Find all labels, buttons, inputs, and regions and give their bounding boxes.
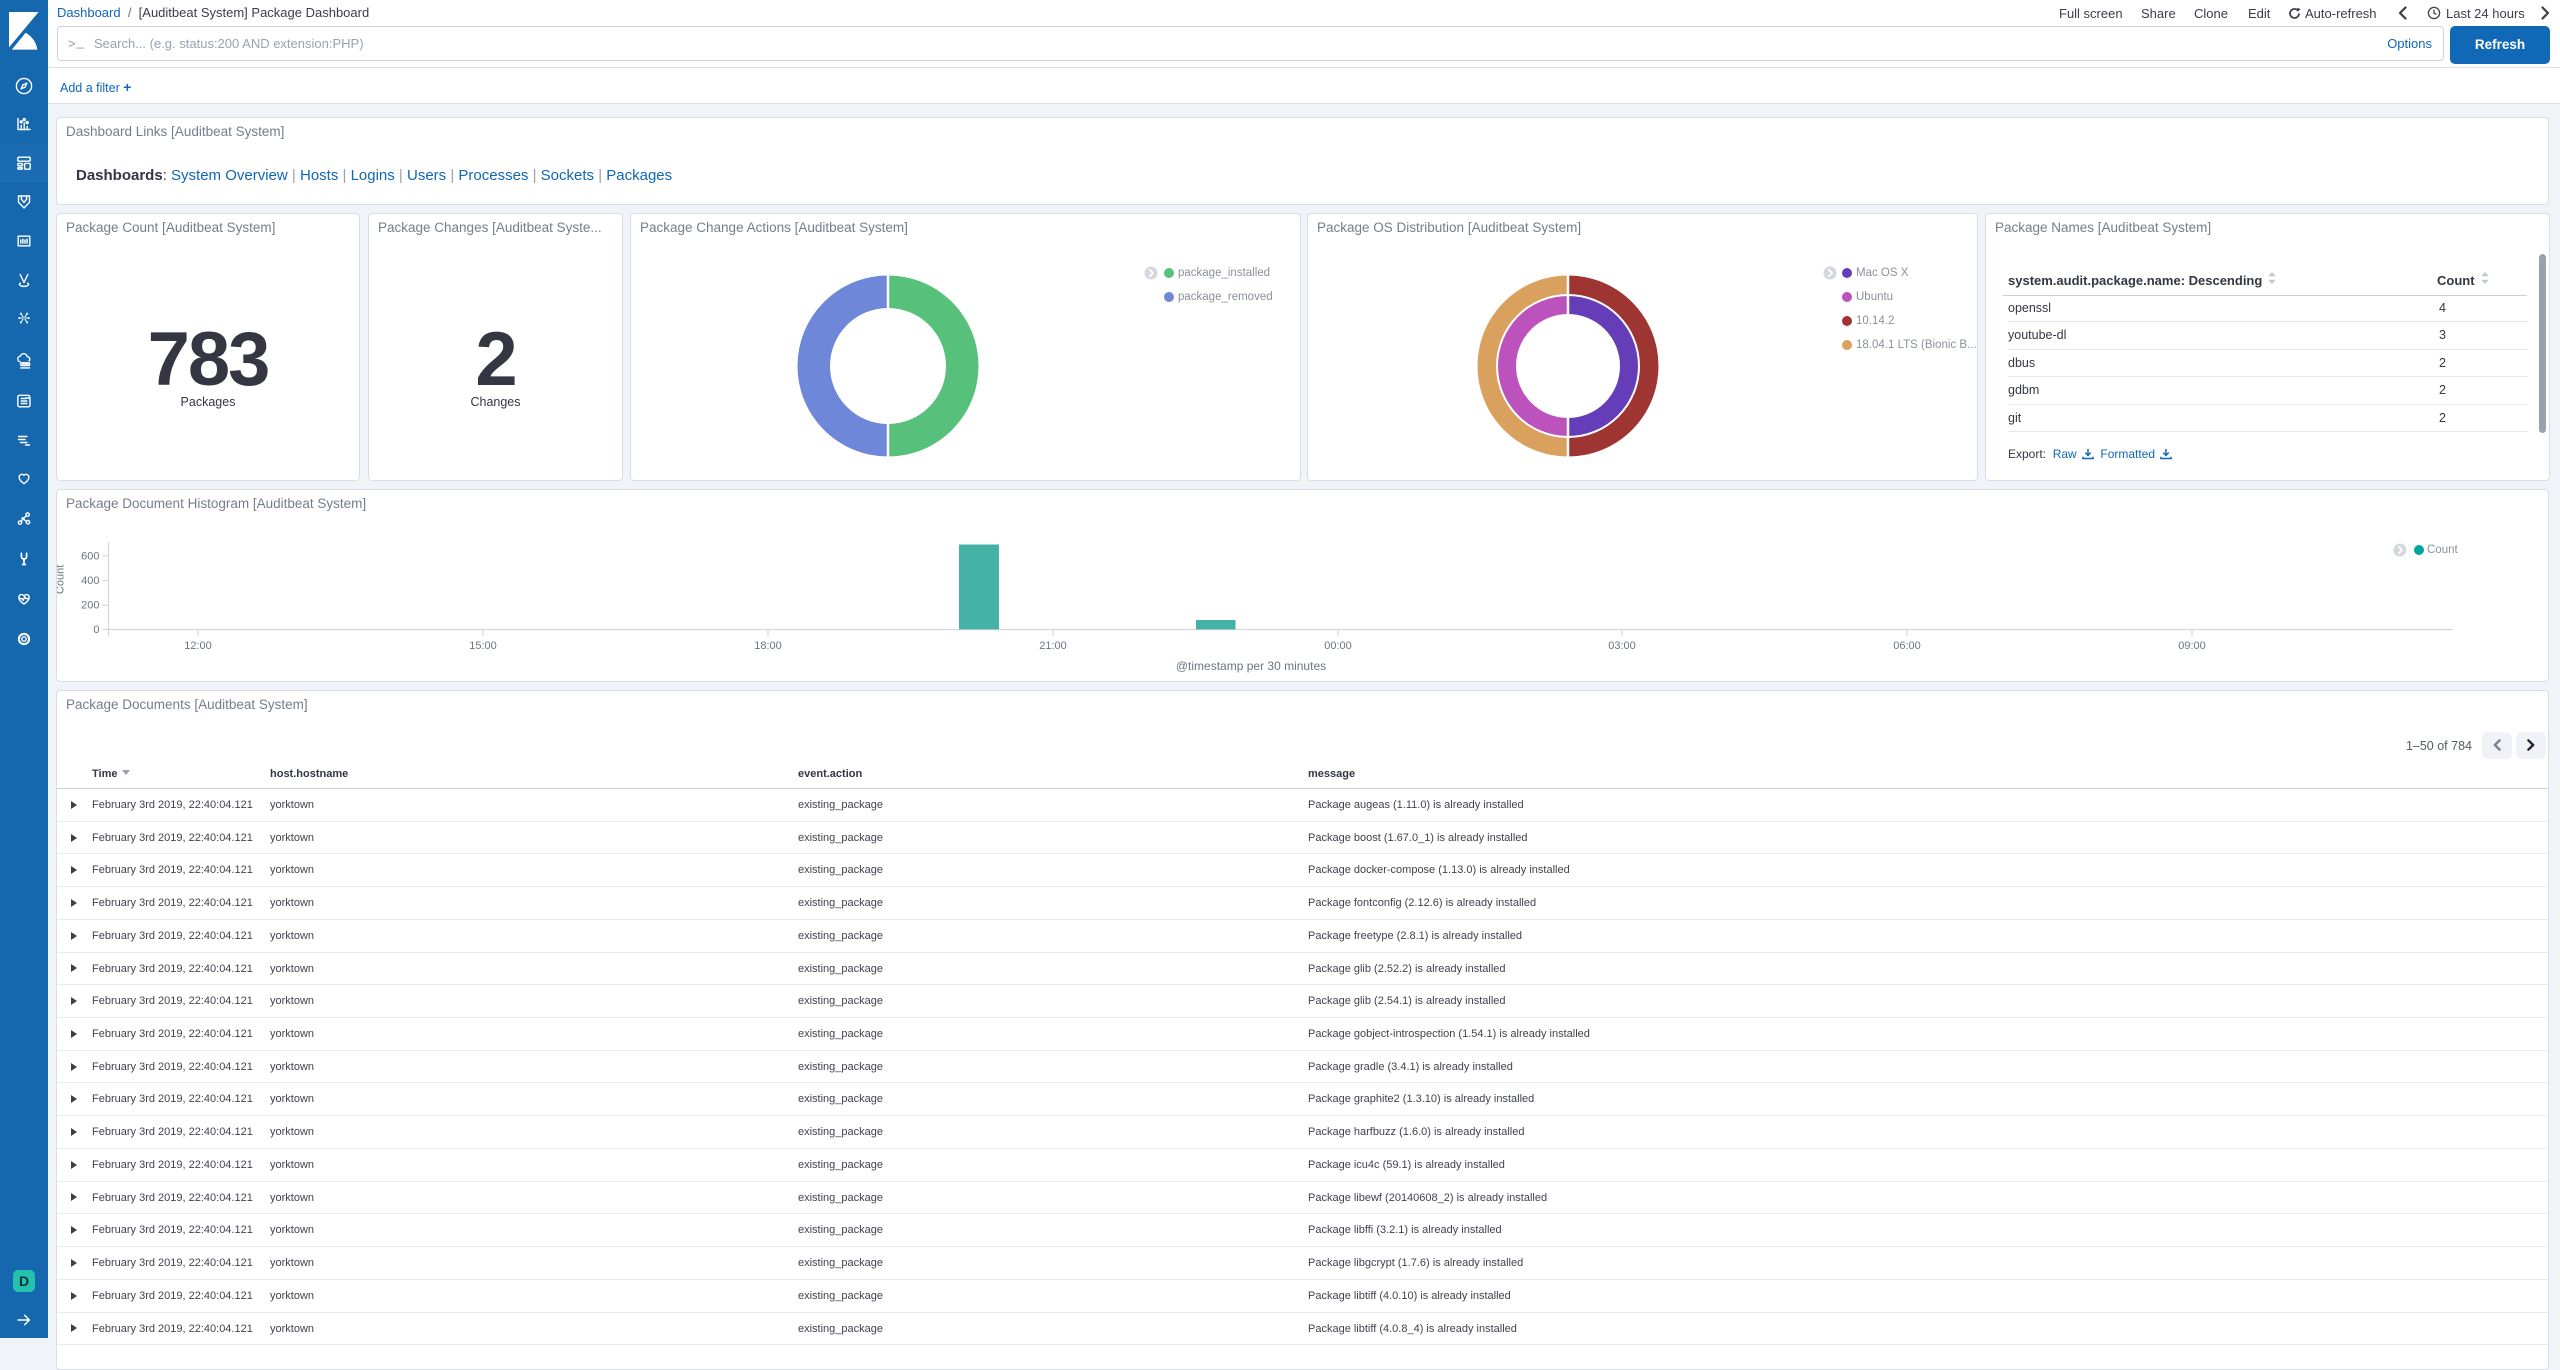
svg-text:21:00: 21:00 (1039, 640, 1067, 652)
svg-text:@timestamp per 30 minutes: @timestamp per 30 minutes (1176, 659, 1326, 673)
svg-text:Count: Count (57, 565, 66, 594)
svg-text:00:00: 00:00 (1324, 640, 1352, 652)
svg-text:0: 0 (93, 624, 99, 636)
svg-text:18:00: 18:00 (754, 640, 782, 652)
svg-text:12:00: 12:00 (184, 640, 212, 652)
svg-text:400: 400 (81, 575, 99, 587)
svg-text:06:00: 06:00 (1893, 640, 1921, 652)
svg-text:600: 600 (81, 550, 99, 562)
svg-text:09:00: 09:00 (2178, 640, 2206, 652)
svg-text:03:00: 03:00 (1608, 640, 1636, 652)
svg-text:200: 200 (81, 600, 99, 612)
svg-text:15:00: 15:00 (469, 640, 497, 652)
